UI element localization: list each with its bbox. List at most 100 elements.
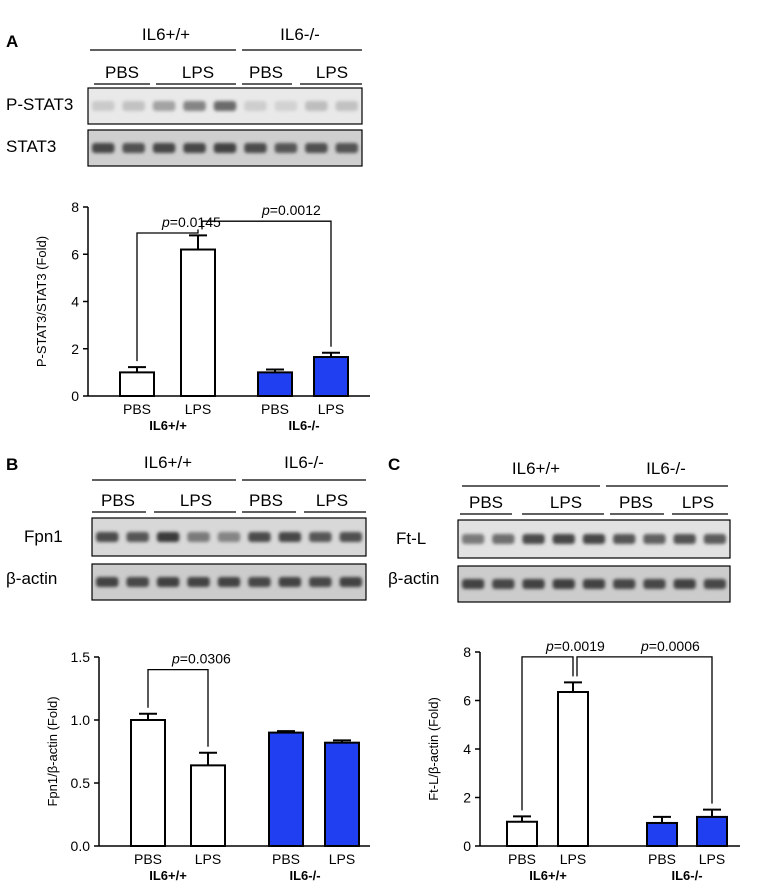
blot-band: [309, 532, 332, 542]
blot-band: [278, 532, 302, 542]
panel-b-blot-image-2: [91, 563, 367, 601]
blot-band: [305, 101, 328, 111]
group-label: IL6+/+: [149, 418, 187, 433]
blot-band: [274, 143, 298, 153]
y-axis-label: Fpn1/β-actin (Fold): [45, 696, 60, 806]
x-tick-label: PBS: [272, 851, 300, 867]
panel-a-letter: A: [6, 32, 18, 51]
panel-a-genotype-ko: IL6-/-: [280, 25, 320, 44]
panel-b-bar-chart: 0.0 0.5 1.0 1.5 Fpn1/β-actin (Fold) PBS LPS PBS…: [45, 649, 370, 883]
blot-band: [703, 579, 726, 589]
bar: [257, 371, 293, 397]
y-tick-label: 0: [71, 388, 79, 404]
panel-b-treatment-3: PBS: [249, 491, 283, 510]
panel-c: C IL6+/+ IL6-/- PBS LPS PBS LPS Ft-L β-a…: [388, 455, 740, 883]
panel-b-letter: B: [6, 455, 18, 474]
blot-band: [244, 143, 267, 153]
x-tick-label: PBS: [261, 401, 289, 417]
blot-band: [217, 577, 241, 587]
blot-band: [673, 534, 696, 544]
bar: [324, 741, 360, 847]
blot-band: [126, 577, 149, 587]
bar: [268, 731, 304, 847]
panel-b-blot-label-2: β-actin: [6, 569, 57, 588]
panel-c-letter: C: [388, 455, 400, 474]
blot-band: [673, 579, 696, 589]
y-tick-label: 1.5: [71, 649, 91, 665]
panel-c-treatment-2: LPS: [550, 493, 582, 512]
blot-band: [492, 534, 515, 544]
blot-band: [305, 143, 328, 153]
x-tick-label: LPS: [318, 401, 344, 417]
panel-a-treatment-3: PBS: [249, 63, 283, 82]
blot-band: [335, 143, 358, 153]
blot-band: [552, 534, 575, 544]
significance-bracket: [136, 229, 199, 362]
blot-band: [248, 532, 271, 542]
panel-c-treatment-1: PBS: [469, 493, 503, 512]
blot-band: [183, 143, 206, 153]
panel-a: A IL6+/+ IL6-/- PBS LPS PBS LPS P-STAT3 …: [6, 25, 370, 433]
bar: [190, 764, 226, 847]
group-label: IL6-/-: [671, 868, 702, 883]
significance-bracket: [201, 220, 332, 347]
blot-band: [643, 579, 666, 589]
blot-band: [96, 577, 119, 587]
panel-a-blot-image-1: [87, 87, 363, 125]
y-tick-label: 2: [463, 790, 471, 806]
panel-a-blot-label-1: P-STAT3: [6, 95, 73, 114]
panel-c-treatment-3: PBS: [619, 493, 653, 512]
blot-band: [613, 534, 636, 544]
blot-band: [92, 143, 115, 153]
panel-a-treatment-4: LPS: [316, 63, 348, 82]
bar: [696, 815, 728, 848]
blot-band: [152, 143, 176, 153]
y-tick-label: 6: [463, 693, 471, 709]
panel-c-blot-image-2: [457, 565, 731, 603]
panel-c-blot-label-2: β-actin: [388, 569, 439, 588]
blot-band: [522, 579, 545, 589]
panel-b-genotype-ko: IL6-/-: [284, 453, 324, 472]
blot-band: [492, 579, 515, 589]
group-label: IL6-/-: [288, 418, 319, 433]
panel-b-blot-label-1: Fpn1: [24, 527, 63, 546]
panel-c-genotype-wt: IL6+/+: [512, 459, 560, 478]
y-tick-label: 1.0: [71, 712, 91, 728]
bar: [180, 248, 216, 397]
panel-a-treatment-2: LPS: [182, 63, 214, 82]
blot-band: [582, 534, 606, 544]
x-tick-label: LPS: [329, 851, 355, 867]
panel-a-genotype-wt: IL6+/+: [142, 25, 190, 44]
significance-label: p=0.0145: [161, 214, 221, 230]
significance-bracket: [147, 668, 209, 747]
bar: [119, 371, 155, 397]
panel-c-blot-label-1: Ft-L: [396, 529, 426, 548]
x-tick-label: LPS: [195, 851, 221, 867]
blot-band: [248, 577, 271, 587]
blot-band: [582, 579, 606, 589]
x-tick-label: PBS: [123, 401, 151, 417]
y-tick-label: 8: [71, 199, 79, 215]
blot-band: [552, 579, 575, 589]
panel-b-blot-image-1: [91, 517, 367, 557]
blot-band: [187, 577, 210, 587]
blot-band: [244, 101, 267, 111]
panel-a-treatment-1: PBS: [105, 63, 139, 82]
panel-b-treatment-4: LPS: [316, 491, 348, 510]
panel-a-blot-image-2: [87, 129, 363, 167]
y-tick-label: 6: [71, 246, 79, 262]
blot-band: [217, 532, 241, 542]
significance-label: p=0.0006: [640, 638, 700, 654]
y-tick-label: 0.5: [71, 775, 91, 791]
x-tick-label: PBS: [134, 851, 162, 867]
blot-band: [122, 101, 145, 111]
bar: [506, 820, 538, 847]
panel-c-genotype-ko: IL6-/-: [646, 459, 686, 478]
x-tick-label: PBS: [648, 851, 676, 867]
significance-label: p=0.0306: [171, 651, 231, 667]
significance-label: p=0.0012: [261, 202, 321, 218]
bar: [130, 719, 166, 847]
